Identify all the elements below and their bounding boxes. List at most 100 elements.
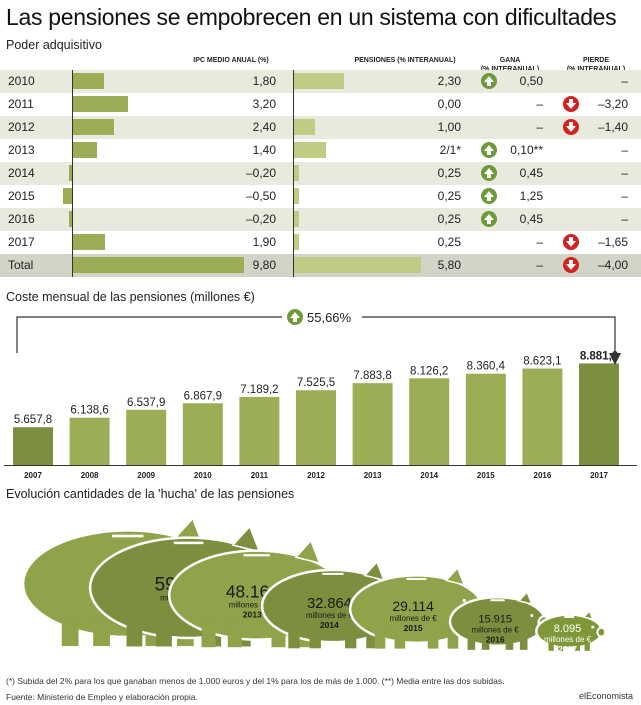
pensiones-value: 0,25 [437,189,461,203]
pensiones-value: 5,80 [437,258,461,272]
gana-value: 0,10** [510,143,543,157]
ipc-bar [68,165,72,181]
coste-year-label: 2011 [251,471,269,480]
source-note: Fuente: Ministerio de Empleo y elaboraci… [6,692,198,702]
ipc-value: –0,20 [245,212,276,226]
ipc-value: 2,40 [252,120,276,134]
pensiones-bar [293,142,326,158]
gana-value: 1,25 [519,189,543,203]
coste-value-label: 5.657,8 [14,414,52,426]
ipc-bar [72,234,106,250]
pierde-value: –3,20 [597,97,628,111]
gana-value: 0,45 [519,212,543,226]
brand-logo: elEconomista [578,691,633,701]
down-arrow-icon [563,119,579,135]
pierde-value: –1,65 [597,235,628,249]
ipc-value: 9,80 [252,258,276,272]
gana-value: – [536,235,543,249]
up-arrow-icon [481,73,497,89]
pensiones-value: 0,25 [437,212,461,226]
pensiones-bar [293,234,299,250]
pensiones-value: 2,30 [437,74,461,88]
coste-value-label: 7.525,5 [297,377,335,389]
table-row: 2011 3,20 0,00 – –3,20 [0,93,641,116]
coste-value-label: 6.138,6 [70,405,108,417]
ipc-value: 1,80 [252,74,276,88]
gana-value: – [536,258,543,272]
coste-year-label: 2007 [24,471,42,480]
ipc-bar [63,188,72,204]
coste-year-label: 2008 [81,471,99,480]
coste-bar [296,390,336,465]
hucha-year-label: 2014 [320,620,339,630]
up-arrow-icon [481,211,497,227]
coste-value-label: 8.126,2 [410,365,448,377]
piggy-bank-2017 [535,609,607,651]
table-subtitle: Poder adquisitivo [6,38,102,52]
down-arrow-icon [563,257,579,273]
hucha-chart-title: Evolución cantidades de la 'hucha' de la… [6,487,295,501]
table-row: Total 9,80 5,80 – –4,00 [0,254,641,277]
pensiones-value: 1,00 [437,120,461,134]
pensiones-bar [293,211,299,227]
row-year: 2017 [8,235,35,249]
table-row: 2015 –0,50 0,25 1,25 – [0,185,641,208]
coste-bar [409,378,450,465]
hucha-value-label: 15.915 [478,614,512,626]
coste-bar [69,417,110,465]
coste-value-label: 7.883,8 [353,370,391,382]
coste-chart-title: Coste mensual de las pensiones (millones… [6,290,255,304]
zero-axis-line [293,70,294,277]
pierde-value: –1,40 [597,120,628,134]
pierde-value: – [621,212,628,226]
row-year: 2016 [8,212,35,226]
table-row: 2016 –0,20 0,25 0,45 – [0,208,641,231]
coste-bar [126,409,167,465]
hucha-value-label: 32.864 [307,596,352,612]
coste-year-label: 2016 [534,471,552,480]
pierde-value: –4,00 [597,258,628,272]
ipc-value: –0,20 [245,166,276,180]
pierde-value: – [621,166,628,180]
row-year: 2010 [8,74,35,88]
header-gana: GANA (% INTERANUAL) [481,57,539,73]
pierde-value: – [621,143,628,157]
growth-annotation: 55,66% [307,310,352,325]
footnote: (*) Subida del 2% para los que ganaban m… [6,676,505,686]
down-arrow-icon [563,234,579,250]
table-row: 2013 1,40 2/1* 0,10** – [0,139,641,162]
coste-bar [465,373,506,465]
bracket-arrowhead [609,353,621,365]
pensiones-bar [293,188,299,204]
up-arrow-icon [287,309,303,325]
coste-year-label: 2017 [590,471,608,480]
coste-value-label: 8.881,0 [580,350,618,362]
ipc-bar [72,257,244,273]
hucha-unit-label: millones de € [544,635,592,644]
pierde-value: – [621,189,628,203]
page-title: Las pensiones se empobrecen en un sistem… [6,4,617,30]
annotation-background [282,307,362,327]
hucha-chart: 66.815millones de €201159.812millones de… [21,517,607,654]
coste-year-label: 2009 [137,471,155,480]
coste-bar [182,403,223,465]
coste-year-label: 2010 [194,471,212,480]
row-year: Total [8,258,34,272]
ipc-bar [72,142,97,158]
ipc-bar [72,73,104,89]
ipc-bar [68,211,72,227]
coste-value-label: 8.623,1 [523,356,561,368]
coste-chart: 5.657,8 2007 6.138,6 2008 6.537,9 2009 6.867,9… [4,307,637,480]
row-year: 2015 [8,189,35,203]
table-row: 2017 1,90 0,25 – –1,65 [0,231,641,254]
gana-value: 0,50 [519,74,543,88]
coste-year-label: 2013 [364,471,382,480]
coste-bar [13,427,53,465]
ipc-bar [72,119,114,135]
hucha-value-label: 8.095 [554,623,582,635]
ipc-bar [72,96,128,112]
ipc-value: 3,20 [252,97,276,111]
coste-year-label: 2012 [307,471,325,480]
gana-value: 0,45 [519,166,543,180]
pensiones-value: 0,25 [437,166,461,180]
